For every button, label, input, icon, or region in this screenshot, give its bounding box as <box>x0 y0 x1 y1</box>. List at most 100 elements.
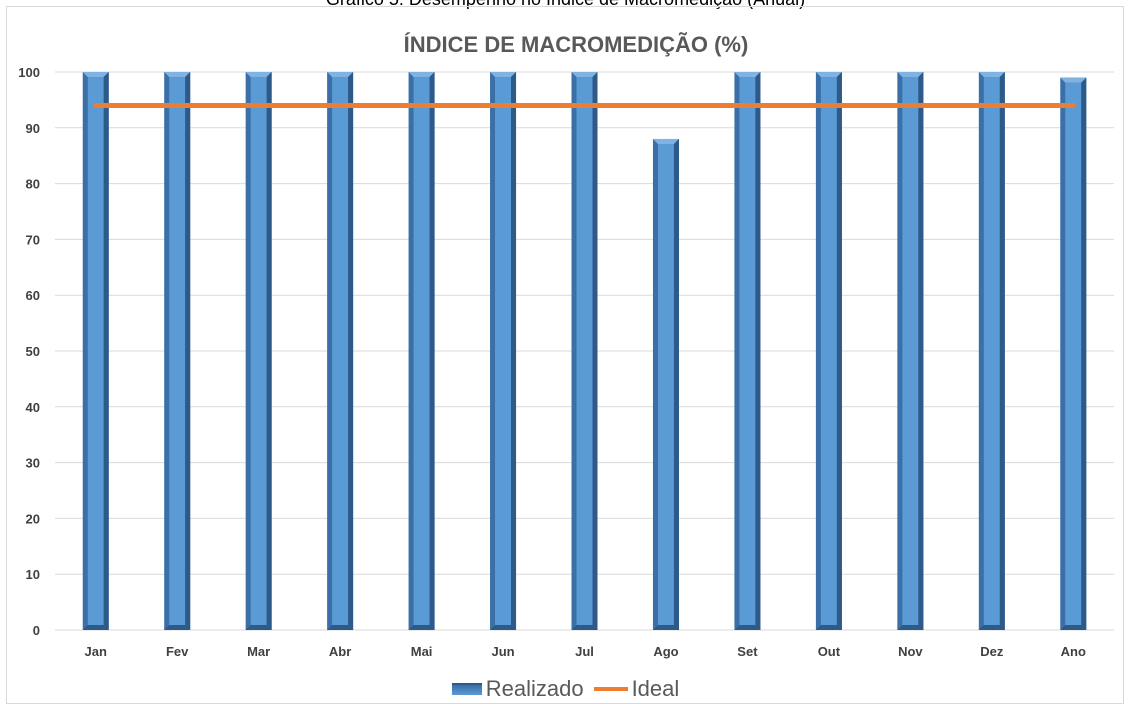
bar-bottom-bevel <box>490 625 517 630</box>
x-tick-label: Dez <box>980 644 1004 659</box>
legend-bar-swatch <box>451 683 482 695</box>
bar-side-bevel <box>673 138 679 630</box>
bar-side-bevel <box>1081 77 1087 630</box>
bar-bottom-bevel <box>327 625 354 630</box>
bar <box>652 138 679 630</box>
bar-side-bevel <box>429 72 435 630</box>
bar <box>815 72 842 630</box>
x-tick-label: Jul <box>575 644 594 659</box>
y-tick-label: 30 <box>26 456 40 471</box>
bar-top-bevel <box>815 72 842 77</box>
x-tick-label: Jan <box>85 644 107 659</box>
y-tick-label: 20 <box>26 511 40 526</box>
bar <box>571 72 598 630</box>
bar-top-bevel <box>164 72 191 77</box>
bar-bottom-bevel <box>82 625 109 630</box>
bar <box>897 72 924 630</box>
y-tick-label: 50 <box>26 344 40 359</box>
bar-face <box>1065 82 1082 625</box>
x-tick-label: Ano <box>1061 644 1086 659</box>
bar-top-bevel <box>897 72 924 77</box>
y-tick-label: 90 <box>26 121 40 136</box>
bar-side-bevel <box>755 72 761 630</box>
bars <box>82 72 1087 630</box>
y-tick-label: 100 <box>18 65 40 80</box>
x-tick-label: Ago <box>653 644 678 659</box>
bar <box>408 72 435 630</box>
bar-side-bevel <box>511 72 517 630</box>
bar-face <box>87 77 104 625</box>
x-tick-label: Mar <box>247 644 270 659</box>
bar-bottom-bevel <box>1060 625 1087 630</box>
bar-bottom-bevel <box>245 625 272 630</box>
bar-face <box>820 77 837 625</box>
bar-top-bevel <box>408 72 435 77</box>
bar-side-bevel <box>592 72 598 630</box>
bar-top-bevel <box>490 72 517 77</box>
y-tick-label: 10 <box>26 567 40 582</box>
legend-label-realizado: Realizado <box>485 676 584 701</box>
chart-title: ÍNDICE DE MACROMEDIÇÃO (%) <box>404 32 749 57</box>
bar-side-bevel <box>266 72 272 630</box>
bar-top-bevel <box>652 138 679 144</box>
bar-side-bevel <box>836 72 842 630</box>
y-tick-label: 80 <box>26 177 40 192</box>
bar <box>490 72 517 630</box>
legend-line-swatch <box>593 687 628 691</box>
bar-face <box>902 77 919 625</box>
bar-bottom-bevel <box>408 625 435 630</box>
legend-item-realizado: Realizado <box>451 676 584 702</box>
x-tick-label: Set <box>737 644 758 659</box>
bar-bottom-bevel <box>652 625 679 630</box>
y-tick-label: 0 <box>33 623 40 638</box>
bar-top-bevel <box>978 72 1005 77</box>
bar-bottom-bevel <box>164 625 191 630</box>
bar-bottom-bevel <box>897 625 924 630</box>
bar-face <box>576 77 593 625</box>
bar-face <box>250 77 267 625</box>
bar-face <box>983 77 1000 625</box>
bar-top-bevel <box>1060 77 1087 83</box>
bar-side-bevel <box>918 72 924 630</box>
bar <box>1060 77 1087 630</box>
y-tick-label: 40 <box>26 400 40 415</box>
y-tick-label: 70 <box>26 232 40 247</box>
x-tick-label: Fev <box>166 644 189 659</box>
legend: Realizado Ideal <box>0 676 1131 702</box>
bar-face <box>169 77 186 625</box>
bar-side-bevel <box>999 72 1005 630</box>
x-tick-label: Nov <box>898 644 923 659</box>
legend-item-ideal: Ideal <box>593 676 680 702</box>
bar-face <box>657 143 674 625</box>
bar-top-bevel <box>571 72 598 77</box>
chart-caption: Gráfico 5: Desempenho no Índice de Macro… <box>0 0 1131 10</box>
bar-top-bevel <box>327 72 354 77</box>
bar-side-bevel <box>185 72 191 630</box>
bar-top-bevel <box>734 72 761 77</box>
bar-face <box>332 77 349 625</box>
bar-face <box>413 77 430 625</box>
bar-side-bevel <box>348 72 354 630</box>
bar-top-bevel <box>82 72 109 77</box>
chart-frame <box>6 6 1124 704</box>
bar <box>82 72 109 630</box>
bar <box>734 72 761 630</box>
legend-label-ideal: Ideal <box>631 676 680 701</box>
bar-bottom-bevel <box>815 625 842 630</box>
x-tick-label: Jun <box>491 644 514 659</box>
x-tick-label: Abr <box>329 644 351 659</box>
bar-top-bevel <box>245 72 272 77</box>
bar <box>327 72 354 630</box>
bar-face <box>495 77 512 625</box>
y-tick-label: 60 <box>26 288 40 303</box>
bar-bottom-bevel <box>571 625 598 630</box>
bar <box>245 72 272 630</box>
bar-bottom-bevel <box>734 625 761 630</box>
bar-bottom-bevel <box>978 625 1005 630</box>
bar-side-bevel <box>103 72 109 630</box>
bar <box>978 72 1005 630</box>
y-axis-ticks: 0 10 20 30 40 50 60 70 80 90 100 <box>18 65 40 638</box>
x-tick-label: Mai <box>411 644 433 659</box>
x-axis-ticks: Jan Fev Mar Abr Mai Jun Jul Ago Set Out Nov Dez Ano <box>85 644 1086 659</box>
